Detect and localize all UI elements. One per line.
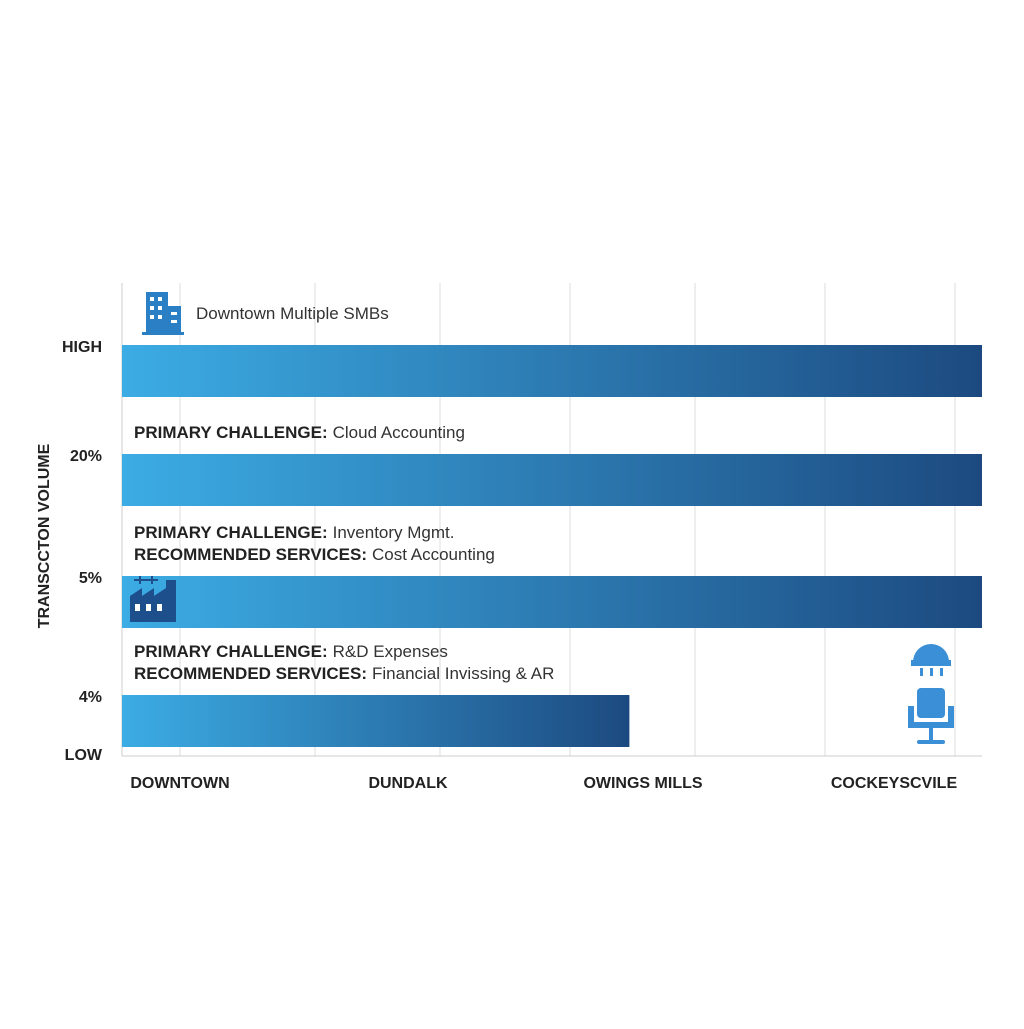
annotation: RECOMMENDED SERVICES: Financial Invissing… <box>134 664 554 683</box>
annotation-label: RECOMMENDED SERVICES: <box>134 664 367 683</box>
annotation-text: R&D Expenses <box>333 642 448 661</box>
x-tick-label: DOWNTOWN <box>130 775 229 792</box>
y-tick-label: HIGH <box>62 339 102 356</box>
factory-icon <box>130 576 176 622</box>
bar <box>122 695 630 747</box>
y-tick-label: 5% <box>79 570 102 587</box>
annotation: Downtown Multiple SMBs <box>196 304 389 323</box>
annotation: PRIMARY CHALLENGE: Cloud Accounting <box>134 423 465 442</box>
annotation-text: Financial Invissing & AR <box>372 664 554 683</box>
x-tick-label: OWINGS MILLS <box>583 775 702 792</box>
annotation: PRIMARY CHALLENGE: R&D Expenses <box>134 642 448 661</box>
bars <box>122 345 982 747</box>
bar <box>122 576 982 628</box>
x-tick-label: COCKEYSCVILE <box>831 775 958 792</box>
bar <box>122 454 982 506</box>
chair-icon <box>908 644 954 744</box>
annotation-text: Cost Accounting <box>372 545 495 564</box>
annotation-label: PRIMARY CHALLENGE: <box>134 523 328 542</box>
baseline-label: LOW <box>65 747 103 764</box>
y-tick-label: 20% <box>70 448 102 465</box>
building-icon <box>142 292 184 335</box>
annotation: PRIMARY CHALLENGE: Inventory Mgmt. <box>134 523 455 542</box>
y-tick-label: 4% <box>79 689 102 706</box>
annotation-text: Cloud Accounting <box>333 423 465 442</box>
annotation-label: RECOMMENDED SERVICES: <box>134 545 367 564</box>
annotation-label: PRIMARY CHALLENGE: <box>134 642 328 661</box>
y-axis-title: TRANSCCTON VOLUME <box>36 443 53 628</box>
annotation: RECOMMENDED SERVICES: Cost Accounting <box>134 545 495 564</box>
x-tick-label: DUNDALK <box>368 775 448 792</box>
annotation-text: Downtown Multiple SMBs <box>196 304 389 323</box>
bar <box>122 345 982 397</box>
annotation-text: Inventory Mgmt. <box>333 523 455 542</box>
annotation-label: PRIMARY CHALLENGE: <box>134 423 328 442</box>
